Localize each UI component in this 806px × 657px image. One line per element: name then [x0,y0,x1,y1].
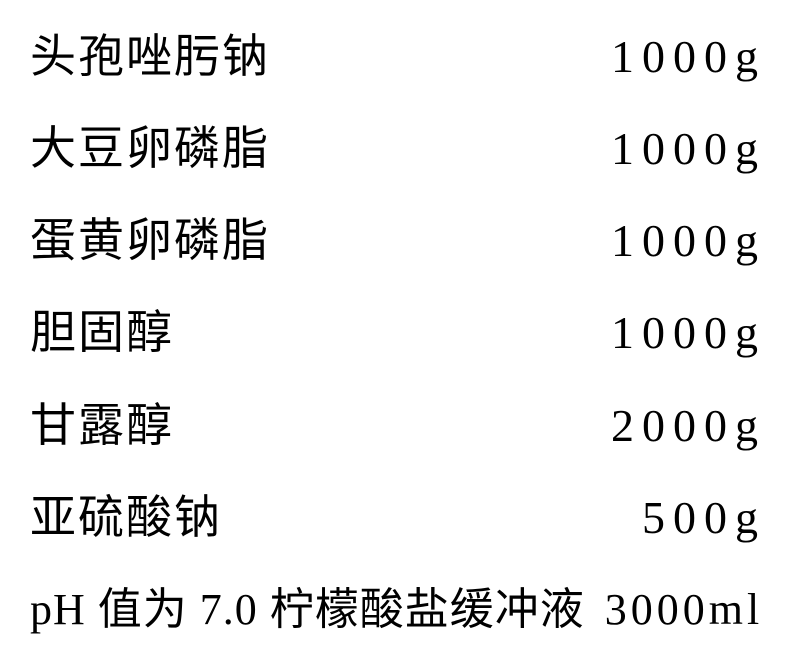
ingredient-value: 2000g [611,399,766,452]
buffer-value: 3000ml [605,584,763,635]
ingredient-list: 头孢唑肟钠 1000g 大豆卵磷脂 1000g 蛋黄卵磷脂 1000g 胆固醇 … [0,0,806,657]
ingredient-label: 甘露醇 [30,389,174,455]
list-row: 头孢唑肟钠 1000g [30,20,766,86]
ingredient-label: 亚硫酸钠 [30,481,222,547]
list-row: 亚硫酸钠 500g [30,481,766,547]
buffer-label: pH 值为 7.0 柠檬酸盐缓冲液 [30,573,585,637]
ingredient-label: 蛋黄卵磷脂 [30,204,270,270]
ingredient-value: 1000g [611,214,766,267]
list-row: 甘露醇 2000g [30,389,766,455]
ingredient-value: 500g [642,491,766,544]
ingredient-label: 头孢唑肟钠 [30,20,270,86]
ingredient-value: 1000g [611,306,766,359]
list-row: 大豆卵磷脂 1000g [30,112,766,178]
list-row-buffer: pH 值为 7.0 柠檬酸盐缓冲液 3000ml [30,573,766,637]
ingredient-value: 1000g [611,122,766,175]
ingredient-label: 胆固醇 [30,296,174,362]
ingredient-label: 大豆卵磷脂 [30,112,270,178]
ingredient-value: 1000g [611,30,766,83]
list-row: 蛋黄卵磷脂 1000g [30,204,766,270]
list-row: 胆固醇 1000g [30,296,766,362]
